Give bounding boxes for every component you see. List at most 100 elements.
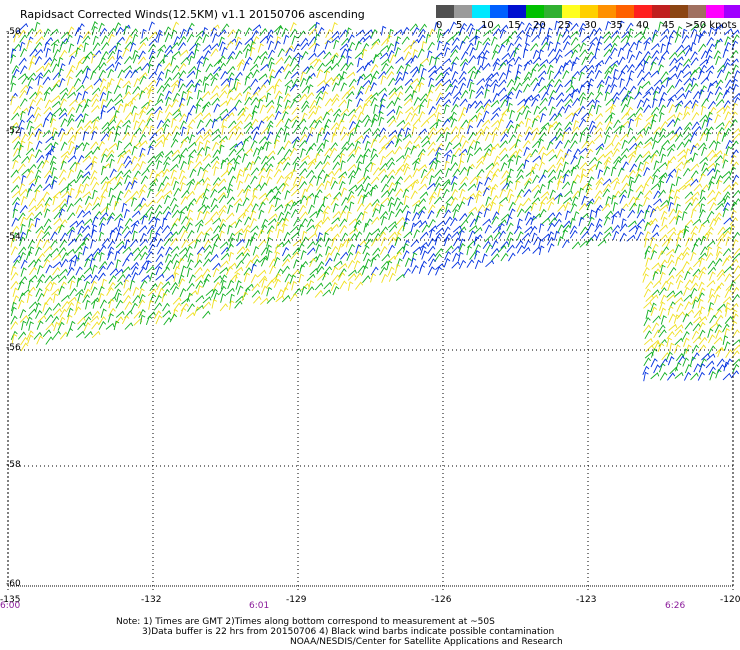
wind-barb <box>106 149 115 158</box>
wind-barb <box>378 203 385 214</box>
wind-barb <box>156 70 165 80</box>
wind-barb <box>289 183 299 192</box>
wind-barb <box>82 90 89 101</box>
wind-barb <box>443 149 453 157</box>
wind-barb <box>725 85 733 95</box>
wind-barb <box>315 96 323 106</box>
wind-barb <box>346 55 352 66</box>
wind-barb <box>675 209 683 220</box>
wind-barb <box>91 181 100 191</box>
wind-barb <box>369 75 377 85</box>
wind-barb <box>652 98 658 108</box>
wind-barb <box>340 187 348 197</box>
wind-barb <box>523 239 532 249</box>
wind-barb <box>265 141 272 151</box>
wind-barb <box>507 102 513 113</box>
wind-barb <box>483 207 490 218</box>
wind-barb <box>36 229 45 239</box>
wind-barb <box>435 263 445 271</box>
wind-barb <box>259 182 268 191</box>
wind-barb <box>58 112 68 120</box>
wind-barb <box>201 103 210 113</box>
wind-barb <box>330 281 338 292</box>
wind-barb <box>13 105 21 114</box>
wind-barb <box>674 78 683 88</box>
wind-barb <box>257 145 265 156</box>
wind-barb <box>421 250 428 260</box>
wind-barb <box>309 58 319 66</box>
wind-barb <box>459 152 466 163</box>
wind-barb <box>11 125 17 136</box>
wind-barb <box>51 274 60 282</box>
wind-barb <box>51 179 58 190</box>
wind-barb <box>650 43 660 51</box>
wind-barb <box>179 120 187 130</box>
wind-barb <box>324 98 333 107</box>
wind-barb <box>515 155 522 165</box>
wind-barb <box>453 147 462 156</box>
wind-barb <box>98 22 105 33</box>
wind-barb <box>123 142 133 150</box>
wind-barb <box>730 49 739 59</box>
wind-barb <box>297 243 305 253</box>
wind-barb <box>482 240 491 250</box>
wind-barb <box>523 71 532 81</box>
wind-barb <box>354 272 363 281</box>
wind-barb <box>275 221 281 232</box>
wind-barb <box>259 297 269 305</box>
wind-barb <box>674 337 684 346</box>
wind-barb <box>10 122 19 130</box>
wind-barb <box>684 279 693 288</box>
wind-barb <box>715 121 725 129</box>
wind-barb <box>35 225 44 234</box>
wind-barb <box>316 142 325 151</box>
wind-barb <box>628 225 638 233</box>
wind-barb <box>123 230 133 239</box>
wind-barb <box>333 39 340 50</box>
wind-barb <box>554 211 562 221</box>
wind-barb <box>698 252 707 260</box>
wind-barb <box>322 196 329 206</box>
wind-barb <box>517 98 527 106</box>
wind-barb <box>370 176 380 185</box>
wind-barb <box>345 91 355 99</box>
wind-barb <box>418 220 428 228</box>
wind-barb <box>76 169 84 179</box>
wind-barb <box>44 196 53 206</box>
wind-barb <box>707 260 716 269</box>
wind-barb <box>498 44 506 54</box>
wind-barb <box>724 41 732 52</box>
wind-barb <box>162 54 168 64</box>
wind-barb <box>669 57 678 67</box>
wind-barb <box>562 169 571 178</box>
wind-barb <box>276 175 285 184</box>
wind-barb <box>250 96 259 106</box>
wind-barb <box>243 184 252 194</box>
wind-barb <box>242 167 249 177</box>
wind-barb <box>100 188 108 198</box>
wind-barb <box>274 251 281 261</box>
wind-barb <box>339 152 346 163</box>
wind-barb <box>697 298 704 309</box>
wind-barb <box>516 231 524 241</box>
wind-barb <box>259 255 268 263</box>
wind-barb <box>661 246 669 255</box>
wind-barb <box>724 273 732 282</box>
wind-barb <box>427 65 437 73</box>
wind-barb <box>482 62 491 71</box>
wind-barb <box>483 203 493 212</box>
wind-barb <box>298 204 306 214</box>
wind-barb <box>285 45 294 54</box>
wind-barb <box>162 205 171 215</box>
wind-barb <box>92 118 99 129</box>
wind-barb <box>684 219 694 228</box>
wind-barb <box>642 97 650 107</box>
wind-barb <box>323 65 333 74</box>
wind-barb <box>161 292 168 303</box>
wind-barb <box>329 176 336 187</box>
wind-barb <box>713 285 722 295</box>
wind-barb <box>412 26 420 36</box>
wind-barb <box>690 356 696 367</box>
wind-barb <box>636 209 645 219</box>
wind-barb <box>505 119 514 129</box>
